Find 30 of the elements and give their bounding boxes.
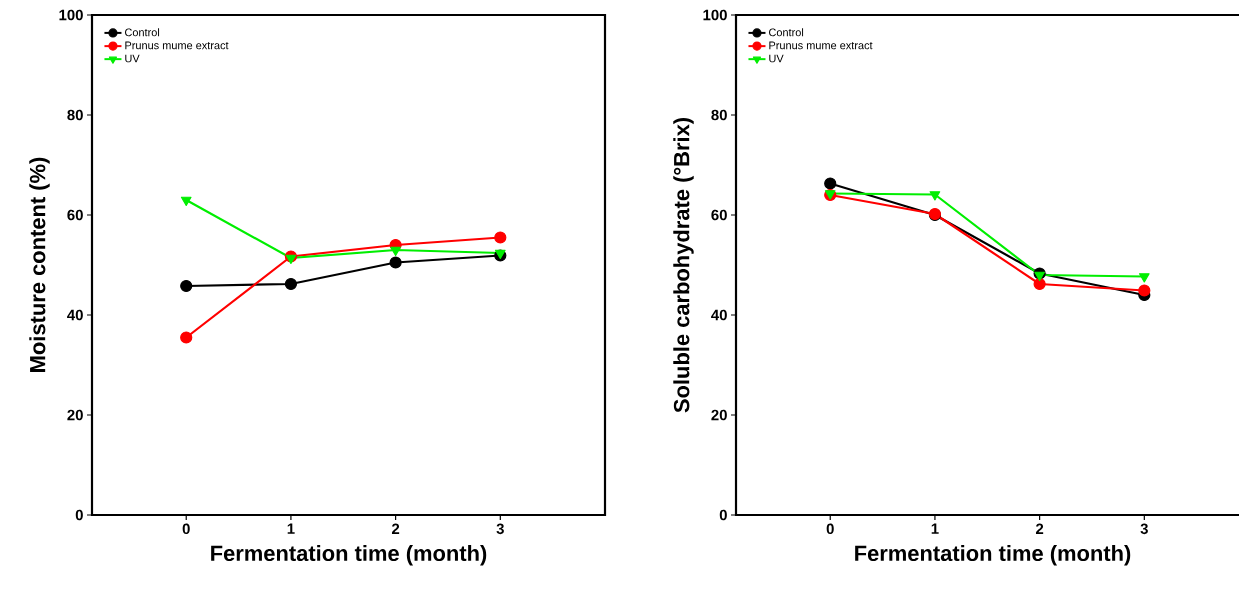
y-tick-label: 20 [67, 409, 83, 421]
x-tick-label: 1 [287, 523, 295, 534]
y-tick-label: 0 [75, 509, 83, 521]
legend-label: Control [125, 28, 160, 37]
legend-label: UV [769, 54, 784, 63]
x-tick-label: 2 [391, 523, 400, 534]
y-tick-label: 100 [59, 9, 83, 21]
x-axis-title: Fermentation time (month) [211, 544, 487, 566]
legend-label: Control [769, 28, 804, 37]
x-tick-label: 3 [496, 523, 504, 535]
y-tick-label: 40 [67, 309, 83, 321]
x-tick-label: 3 [1140, 523, 1148, 535]
x-tick-label: 2 [1035, 523, 1044, 534]
x-tick-label: 0 [826, 523, 834, 535]
x-axis-title: Fermentation time (month) [855, 544, 1131, 566]
y-tick-label: 80 [67, 109, 83, 121]
y-tick-label: 60 [711, 209, 727, 221]
y-axis-title: Moisture content (%) [29, 157, 50, 372]
y-tick-label: 60 [67, 209, 83, 221]
y-tick-label: 20 [711, 409, 727, 421]
y-tick-label: 100 [703, 9, 727, 21]
x-tick-label: 1 [931, 523, 939, 534]
legend-label: Prunus mume extract [125, 41, 229, 50]
legend-label: Prunus mume extract [769, 41, 873, 50]
y-tick-label: 40 [711, 309, 727, 321]
y-axis-title: Soluble carbohydrate (°Brix) [673, 118, 694, 413]
x-tick-label: 0 [182, 523, 190, 535]
y-tick-label: 0 [719, 509, 727, 521]
y-tick-label: 80 [711, 109, 727, 121]
legend-label: UV [125, 54, 140, 63]
